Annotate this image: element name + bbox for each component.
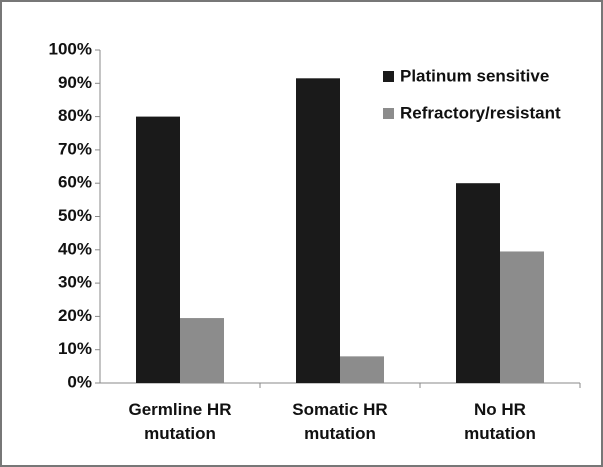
x-tick-label: No HR mutation — [464, 400, 536, 443]
legend-swatch — [383, 71, 394, 82]
x-tick-label: Germline HR mutation — [129, 400, 232, 443]
y-tick-label: 10% — [58, 339, 92, 358]
legend-label: Refractory/resistant — [400, 103, 561, 122]
bar — [180, 318, 224, 383]
y-tick-label: 100% — [49, 39, 92, 58]
y-tick-label: 0% — [67, 372, 92, 391]
x-tick-label: Somatic HR mutation — [292, 400, 387, 443]
y-tick-label: 70% — [58, 139, 92, 158]
y-tick-label: 40% — [58, 239, 92, 258]
y-tick-label: 80% — [58, 106, 92, 125]
y-tick-label: 60% — [58, 173, 92, 192]
bar — [456, 183, 500, 383]
bar — [296, 78, 340, 384]
bar — [340, 356, 384, 383]
legend-swatch — [383, 108, 394, 119]
legend-label: Platinum sensitive — [400, 66, 549, 85]
y-tick-label: 90% — [58, 73, 92, 92]
bar — [136, 116, 180, 383]
y-tick-label: 50% — [58, 206, 92, 225]
y-tick-label: 20% — [58, 306, 92, 325]
bar — [500, 251, 544, 383]
y-tick-label: 30% — [58, 273, 92, 292]
